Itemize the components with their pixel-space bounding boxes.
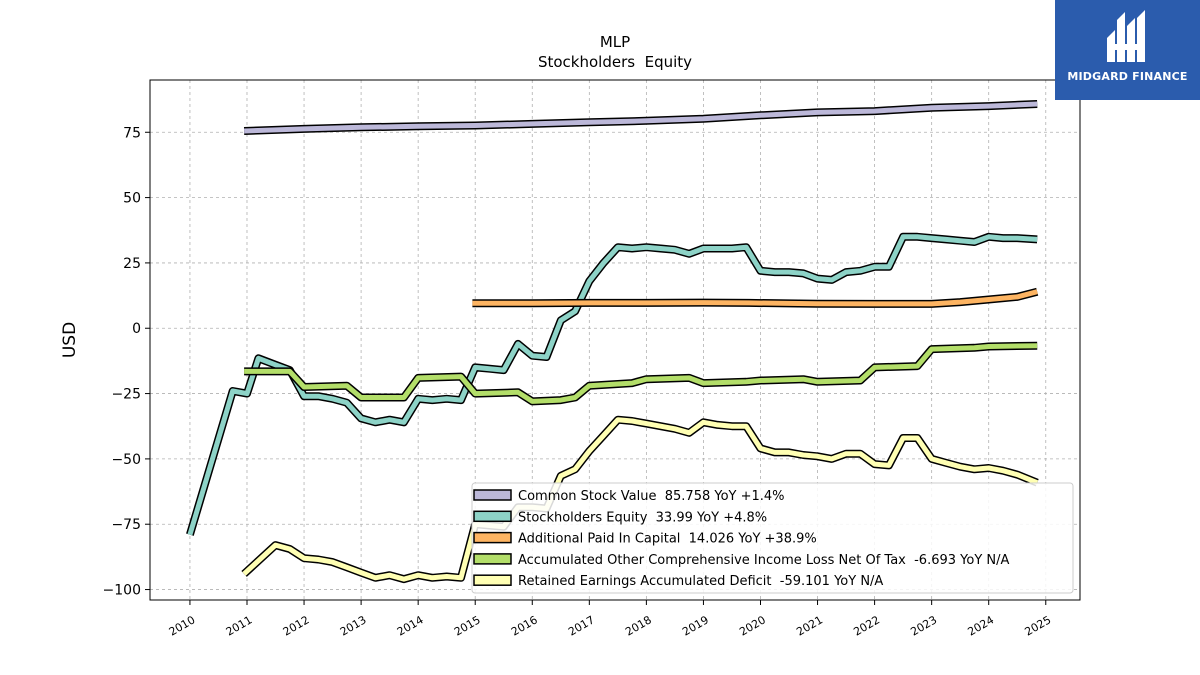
legend-swatch [473,574,512,586]
x-tick-label: 2024 [965,613,996,638]
x-tick-label: 2016 [509,613,540,638]
legend-label: Retained Earnings Accumulated Deficit -5… [518,574,883,589]
x-tick-label: 2012 [281,613,312,638]
y-tick-label: 50 [123,191,141,207]
series-layer [186,100,1039,584]
series-outline [244,341,1038,406]
y-tick-label: −75 [111,517,141,533]
legend-box [471,482,1074,594]
x-tick-label: 2020 [737,613,768,638]
legend-swatch [473,489,512,501]
x-tick-label: 2022 [851,613,882,638]
y-axis-label: USD [60,322,80,358]
legend-label: Common Stock Value 85.758 YoY +1.4% [518,489,785,504]
brand-logo: MIDGARD FINANCE [1055,0,1200,100]
series-line [187,234,1038,536]
chart-subtitle: Stockholders Equity [538,53,692,71]
brand-name: MIDGARD FINANCE [1067,70,1188,83]
y-tick-label: −100 [103,583,141,599]
x-tick-label: 2014 [395,613,426,638]
x-tick-label: 2017 [566,613,597,638]
series-line [242,417,1039,582]
series-line [472,289,1038,307]
legend-label: Accumulated Other Comprehensive Income L… [518,553,1009,568]
y-axis: −100 −75 −50 −25 0 25 50 75 [103,125,150,599]
x-tick-label: 2018 [623,613,654,638]
brand-mark-icon [1107,10,1145,62]
series-line [244,343,1038,404]
y-tick-label: 25 [123,256,141,272]
plot-frame [149,79,1081,601]
y-tick-label: −50 [111,452,141,468]
x-tick-label: 2023 [908,613,939,638]
legend-label: Stockholders Equity 33.99 YoY +4.8% [518,510,767,525]
x-axis: 2010 2011 2012 2013 2014 2015 2016 2017 2018 2019… [167,600,1054,639]
series-line [244,101,1038,134]
x-tick-label: 2010 [167,613,198,638]
x-tick-label: 2015 [452,613,483,638]
x-tick-label: 2019 [680,613,711,638]
x-tick-label: 2011 [224,613,255,638]
x-tick-label: 2013 [338,613,369,638]
legend-label: Additional Paid In Capital 14.026 YoY +3… [518,532,817,547]
y-tick-label: 0 [132,321,141,337]
chart-title: MLP [600,33,630,51]
legend-swatch [473,510,512,523]
x-tick-label: 2025 [1023,613,1054,638]
legend-swatch [473,531,512,544]
legend: Common Stock Value 85.758 YoY +1.4% Stock… [471,482,1074,594]
x-tick-label: 2021 [794,613,825,638]
y-tick-label: 75 [123,125,141,141]
legend-swatch [473,553,512,565]
y-tick-label: −25 [111,387,141,403]
